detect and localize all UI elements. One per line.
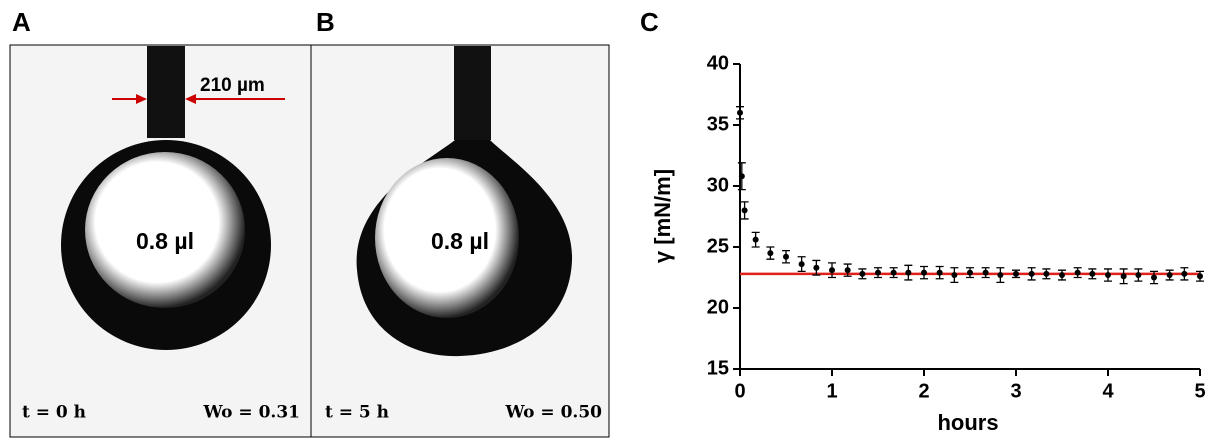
data-point bbox=[1074, 269, 1081, 276]
data-point bbox=[997, 272, 1004, 279]
data-point bbox=[905, 269, 912, 276]
data-point bbox=[783, 253, 789, 260]
nozzle bbox=[147, 46, 185, 138]
droplet-highlight bbox=[85, 152, 245, 308]
volume-label: 0.8 µl bbox=[136, 228, 194, 254]
x-axis-label: hours bbox=[937, 410, 998, 435]
volume-label: 0.8 µl bbox=[431, 228, 489, 254]
data-point bbox=[890, 269, 897, 276]
panel-label: C bbox=[640, 7, 659, 37]
panel-label: A bbox=[12, 7, 31, 37]
arrowhead bbox=[185, 94, 196, 104]
dimension-label: 210 µm bbox=[200, 75, 265, 96]
y-tick-label: 35 bbox=[707, 113, 729, 135]
data-point bbox=[1059, 272, 1065, 279]
data-point bbox=[813, 264, 820, 271]
panel-label: B bbox=[316, 7, 335, 37]
data-point bbox=[1135, 272, 1142, 279]
arrowhead bbox=[136, 94, 147, 104]
data-point bbox=[1166, 272, 1173, 279]
wo-label: Wo = 0.50 bbox=[504, 403, 602, 423]
data-point bbox=[967, 269, 973, 276]
data-point bbox=[1028, 270, 1035, 277]
data-point bbox=[1105, 272, 1111, 279]
data-point bbox=[844, 267, 851, 274]
data-point bbox=[1013, 270, 1019, 277]
data-point bbox=[1181, 270, 1188, 277]
x-tick-label: 1 bbox=[826, 380, 837, 402]
data-point bbox=[921, 269, 927, 276]
x-tick-label: 4 bbox=[1102, 380, 1114, 402]
data-point bbox=[829, 267, 835, 274]
data-point bbox=[1151, 274, 1157, 281]
data-point bbox=[741, 207, 748, 214]
data-point bbox=[1089, 270, 1096, 277]
wo-label: Wo = 0.31 bbox=[202, 403, 300, 423]
data-point bbox=[859, 270, 866, 277]
x-tick-label: 5 bbox=[1194, 380, 1205, 402]
data-point bbox=[767, 250, 774, 257]
nozzle bbox=[454, 46, 491, 140]
data-point bbox=[1120, 273, 1127, 280]
data-point bbox=[738, 173, 745, 180]
x-tick-label: 0 bbox=[734, 380, 745, 402]
time-label: t = 5 h bbox=[325, 403, 389, 423]
data-point bbox=[1197, 273, 1203, 280]
y-tick-label: 25 bbox=[707, 235, 729, 257]
y-tick-label: 30 bbox=[707, 174, 729, 196]
y-tick-label: 40 bbox=[707, 52, 729, 74]
time-label: t = 0 h bbox=[22, 403, 86, 423]
droplet-highlight bbox=[375, 158, 519, 318]
data-point bbox=[875, 269, 881, 276]
data-point bbox=[1043, 270, 1050, 277]
x-tick-label: 3 bbox=[1010, 380, 1021, 402]
data-point bbox=[798, 261, 805, 268]
data-point bbox=[936, 269, 943, 276]
x-tick-label: 2 bbox=[918, 380, 929, 402]
y-tick-label: 20 bbox=[707, 296, 729, 318]
data-point bbox=[752, 236, 759, 243]
data-point bbox=[737, 109, 743, 116]
data-point bbox=[982, 269, 989, 276]
y-axis-label: γ [mN/m] bbox=[650, 169, 675, 263]
data-point bbox=[951, 272, 958, 279]
y-tick-label: 15 bbox=[707, 357, 729, 379]
